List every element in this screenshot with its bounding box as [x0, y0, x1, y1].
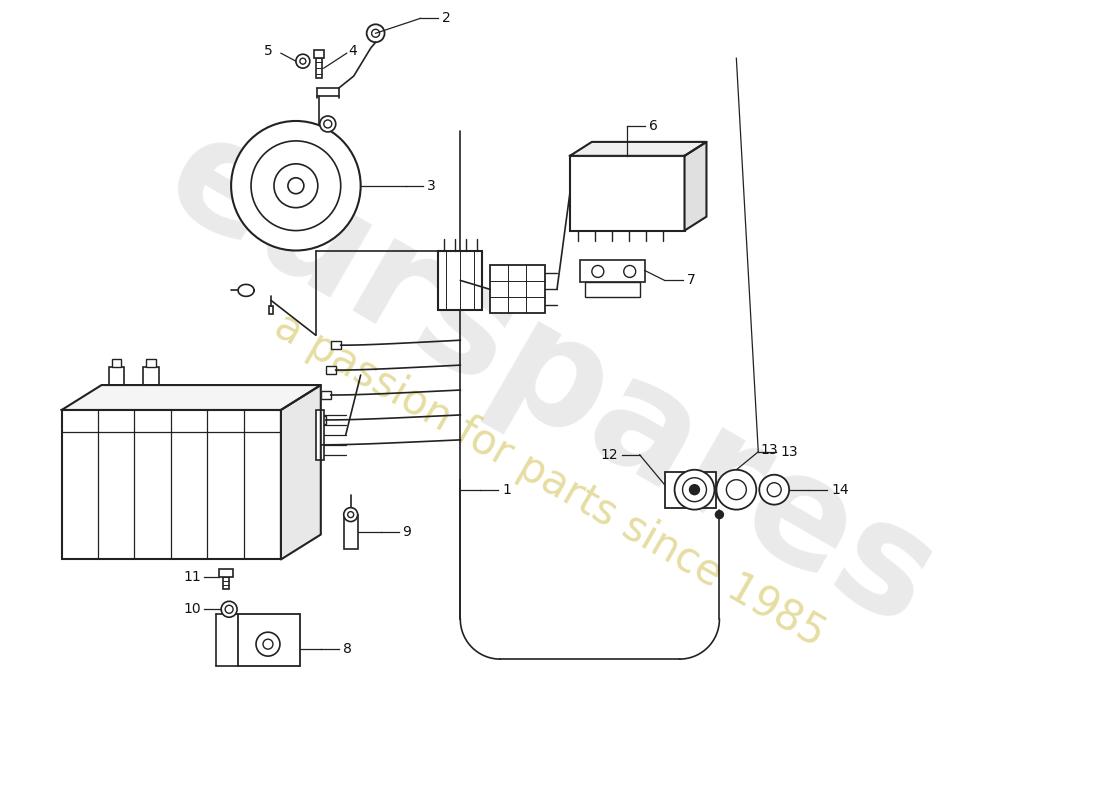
Circle shape	[263, 639, 273, 649]
Circle shape	[690, 485, 700, 494]
Polygon shape	[684, 142, 706, 230]
Text: 11: 11	[184, 570, 201, 584]
Circle shape	[226, 606, 233, 614]
Circle shape	[323, 120, 332, 128]
Text: 14: 14	[830, 482, 848, 497]
Circle shape	[592, 266, 604, 278]
Circle shape	[296, 54, 310, 68]
Bar	[326, 366, 336, 374]
Bar	[219, 570, 233, 578]
Bar	[343, 514, 358, 550]
Bar	[146, 359, 156, 367]
Bar	[316, 416, 326, 424]
Circle shape	[767, 482, 781, 497]
Text: 12: 12	[601, 448, 618, 462]
Text: 6: 6	[649, 119, 658, 133]
Bar	[109, 367, 124, 385]
Text: 5: 5	[264, 44, 273, 58]
Text: eurspares: eurspares	[140, 100, 960, 660]
Circle shape	[624, 266, 636, 278]
Circle shape	[716, 470, 757, 510]
Circle shape	[221, 602, 238, 618]
Circle shape	[348, 512, 354, 518]
Circle shape	[759, 474, 789, 505]
Bar	[270, 306, 273, 314]
Circle shape	[274, 164, 318, 208]
Circle shape	[300, 58, 306, 64]
Circle shape	[372, 30, 379, 38]
Polygon shape	[280, 385, 321, 559]
Bar	[585, 282, 640, 298]
Bar	[321, 391, 331, 399]
Bar	[316, 58, 322, 78]
Text: 2: 2	[442, 11, 451, 26]
Bar	[238, 614, 300, 666]
Text: 3: 3	[428, 178, 437, 193]
Circle shape	[231, 121, 361, 250]
Text: 13: 13	[780, 445, 798, 459]
Text: 4: 4	[349, 44, 358, 58]
Circle shape	[288, 178, 304, 194]
Text: 10: 10	[184, 602, 201, 616]
Bar	[570, 156, 684, 230]
Text: 13: 13	[760, 443, 778, 457]
Polygon shape	[62, 385, 321, 410]
Bar	[223, 575, 229, 590]
Bar	[439, 250, 482, 310]
Text: 9: 9	[403, 525, 411, 538]
Circle shape	[682, 478, 706, 502]
Text: 7: 7	[686, 274, 695, 287]
Bar	[580, 261, 645, 282]
Bar	[664, 472, 716, 508]
Polygon shape	[570, 142, 706, 156]
Bar	[62, 410, 280, 559]
Circle shape	[726, 480, 746, 500]
Bar	[111, 359, 121, 367]
Text: 8: 8	[343, 642, 352, 656]
Circle shape	[343, 508, 358, 522]
Bar	[143, 367, 160, 385]
Bar	[331, 342, 341, 349]
Circle shape	[320, 116, 336, 132]
Text: 1: 1	[503, 482, 512, 497]
Bar	[311, 441, 321, 449]
Bar	[491, 266, 544, 314]
Circle shape	[674, 470, 714, 510]
Bar	[314, 50, 323, 58]
Text: a passion for parts since 1985: a passion for parts since 1985	[267, 304, 833, 655]
Circle shape	[366, 24, 385, 42]
Bar	[316, 410, 323, 460]
Circle shape	[251, 141, 341, 230]
Circle shape	[256, 632, 279, 656]
Circle shape	[715, 510, 724, 518]
